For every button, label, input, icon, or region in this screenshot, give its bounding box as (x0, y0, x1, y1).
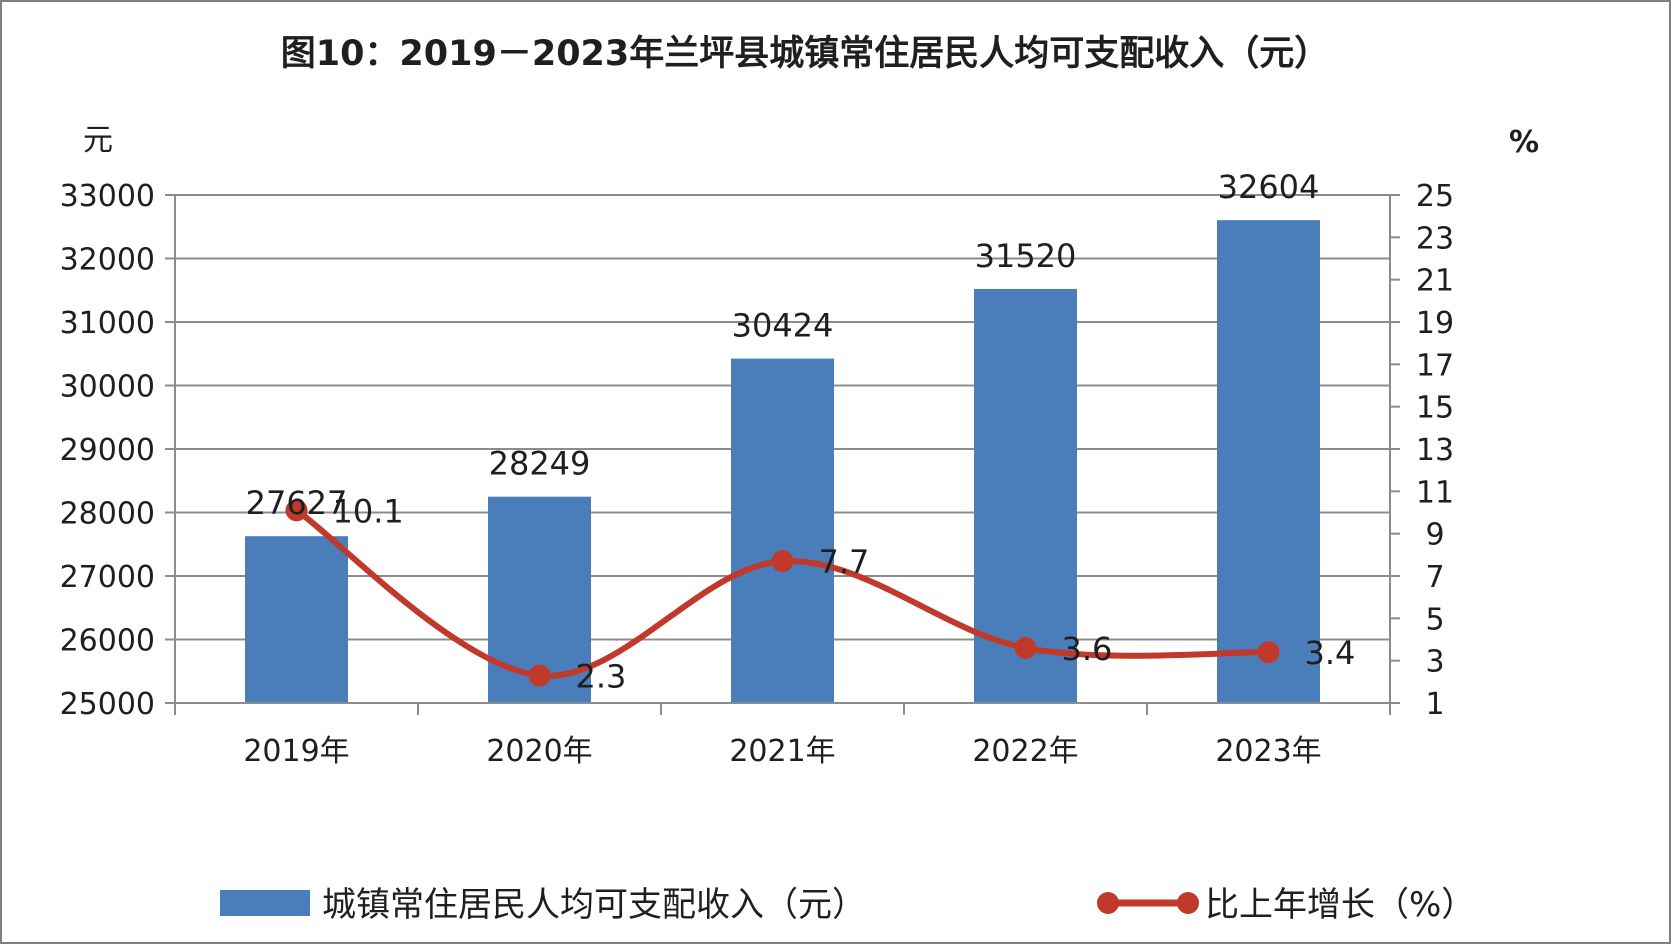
x-axis-tick-label: 2020年 (486, 734, 592, 769)
data-labels: 27627 28249 30424 31520 32604 10.1 2.3 7.7 3.6 3.… (246, 168, 1356, 695)
x-axis-tick-label: 2022年 (972, 734, 1078, 769)
legend-bar-swatch (220, 890, 310, 916)
legend: 城镇常住居民人均可支配收入（元） 比上年增长（%） (220, 885, 1475, 925)
right-axis-tick-label: 9 (1425, 518, 1444, 553)
left-axis-tick-label: 29000 (60, 433, 155, 468)
bar-value-label: 28249 (489, 445, 591, 483)
bar-value-label: 30424 (732, 307, 834, 345)
growth-point (285, 499, 308, 522)
right-axis-tick-label: 21 (1416, 264, 1454, 299)
axes: 25000 26000 27000 28000 29000 30000 31000 32000… (60, 179, 1455, 769)
growth-value-label: 10.1 (333, 492, 404, 530)
income-bar (1217, 220, 1320, 703)
right-axis-tick-label: 3 (1425, 645, 1444, 680)
right-axis-tick-label: 1 (1425, 687, 1444, 722)
right-axis-tick-label: 7 (1425, 560, 1444, 595)
right-axis-unit: % (1509, 125, 1539, 160)
legend-line-label: 比上年增长（%） (1205, 885, 1475, 925)
legend-bar-label: 城镇常住居民人均可支配收入（元） (322, 885, 866, 925)
income-bar (974, 288, 1077, 703)
bar-value-label: 32604 (1218, 168, 1320, 206)
bar-value-label: 31520 (975, 237, 1077, 275)
growth-line-series (285, 499, 1280, 687)
right-axis-tick-label: 5 (1425, 602, 1444, 637)
growth-value-label: 2.3 (576, 657, 627, 695)
left-axis-tick-label: 31000 (60, 306, 155, 341)
left-axis-tick-label: 33000 (60, 179, 155, 214)
right-axis-tick-label: 23 (1416, 221, 1454, 256)
right-axis-tick-label: 11 (1416, 475, 1454, 510)
right-axis-tick-label: 17 (1416, 348, 1454, 383)
growth-value-label: 3.6 (1062, 630, 1113, 668)
growth-point (1257, 641, 1280, 664)
left-axis-tick-label: 27000 (60, 560, 155, 595)
left-axis-tick-label: 28000 (60, 497, 155, 532)
bar-series (245, 220, 1320, 703)
growth-point (771, 550, 794, 573)
left-axis-unit: 元 (83, 123, 113, 158)
legend-line-marker (1097, 892, 1119, 914)
right-axis-tick-label: 15 (1416, 391, 1454, 426)
income-bar (245, 536, 348, 703)
right-axis-tick-label: 13 (1416, 433, 1454, 468)
chart-title: 图10：2019－2023年兰坪县城镇常住居民人均可支配收入（元） (281, 34, 1330, 74)
income-bar (731, 358, 834, 703)
growth-value-label: 3.4 (1305, 634, 1356, 672)
growth-value-label: 7.7 (819, 543, 870, 581)
legend-line-marker (1177, 892, 1199, 914)
left-axis-tick-label: 26000 (60, 624, 155, 659)
left-axis-tick-label: 30000 (60, 370, 155, 405)
bar-value-label: 27627 (246, 484, 348, 522)
growth-point (528, 664, 551, 687)
left-axis-tick-label: 32000 (60, 243, 155, 278)
left-axis-tick-label: 25000 (60, 687, 155, 722)
right-axis-tick-label: 19 (1416, 306, 1454, 341)
right-axis-tick-label: 25 (1416, 179, 1454, 214)
x-axis-tick-label: 2021年 (729, 734, 835, 769)
growth-point (1014, 636, 1037, 659)
x-axis-tick-label: 2023年 (1215, 734, 1321, 769)
x-axis-tick-label: 2019年 (243, 734, 349, 769)
